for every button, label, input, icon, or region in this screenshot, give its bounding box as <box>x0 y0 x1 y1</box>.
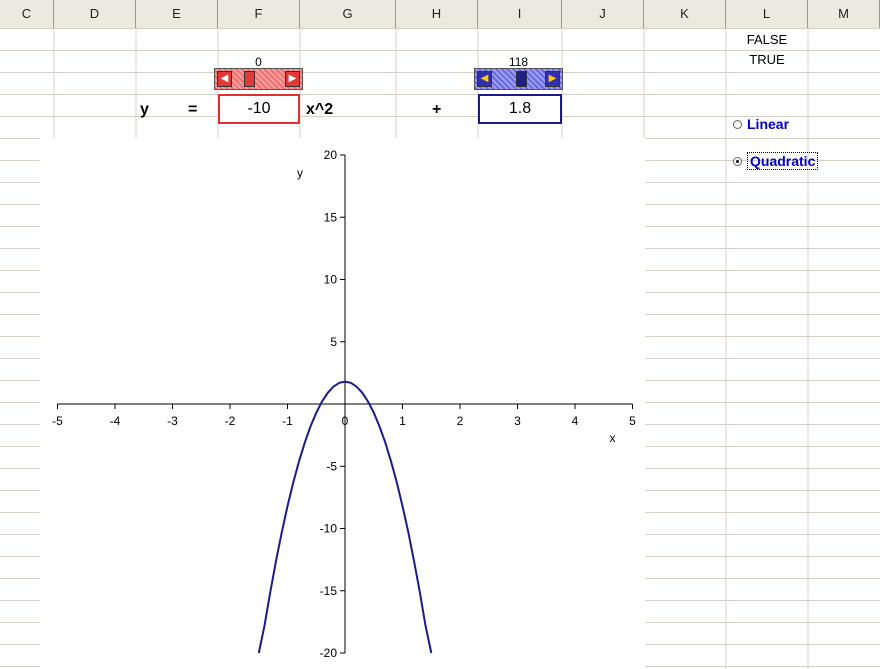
slider-right-arrow-icon[interactable]: ▶ <box>545 71 560 87</box>
slider-thumb[interactable] <box>243 71 255 87</box>
slider-right-arrow-icon[interactable]: ▶ <box>285 71 300 87</box>
slider-thumb[interactable] <box>516 71 528 87</box>
column-header-e[interactable]: E <box>136 0 218 28</box>
x-axis-label: x <box>610 431 616 445</box>
radio-quadratic-label: Quadratic <box>747 152 819 170</box>
y-tick-label: 10 <box>324 273 338 287</box>
slider-left-arrow-icon[interactable]: ◀ <box>217 71 232 87</box>
formula-x-squared: x^2 <box>306 101 334 118</box>
y-tick-label: 20 <box>324 148 338 162</box>
column-header-h[interactable]: H <box>396 0 478 28</box>
coefficient-slider[interactable]: 0 ◀ ▶ <box>214 55 303 90</box>
y-tick-label: -20 <box>320 646 338 660</box>
y-tick-label: 5 <box>330 335 337 349</box>
x-tick-label: -5 <box>52 414 63 428</box>
column-header-g[interactable]: G <box>300 0 396 28</box>
x-tick-label: -1 <box>282 414 293 428</box>
y-tick-label: -5 <box>326 459 337 473</box>
radio-linear[interactable]: Linear <box>733 116 789 132</box>
series-line-0 <box>257 380 433 654</box>
y-tick-label: -15 <box>320 584 338 598</box>
y-axis-label: y <box>297 166 303 180</box>
coefficient-slider-value: 0 <box>255 55 262 69</box>
radio-quadratic[interactable]: Quadratic <box>733 152 819 170</box>
x-tick-label: 0 <box>342 414 349 428</box>
x-tick-label: 5 <box>629 414 636 428</box>
constant-slider-value: 118 <box>508 55 529 69</box>
y-tick-label: -10 <box>320 522 338 536</box>
x-tick-label: -2 <box>225 414 236 428</box>
formula-plus: + <box>432 101 442 118</box>
radio-linear-dot-icon[interactable] <box>733 119 742 129</box>
column-header-l[interactable]: L <box>726 0 808 28</box>
column-header-j[interactable]: J <box>562 0 644 28</box>
column-header-f[interactable]: F <box>218 0 300 28</box>
column-header-i[interactable]: I <box>478 0 562 28</box>
coefficient-input[interactable]: -10 <box>218 94 300 124</box>
x-tick-label: 2 <box>457 414 464 428</box>
formula-y: y <box>140 101 149 118</box>
column-header-c[interactable]: C <box>0 0 54 28</box>
slider-left-arrow-icon[interactable]: ◀ <box>477 71 492 87</box>
radio-linear-label: Linear <box>747 116 790 132</box>
x-tick-label: 4 <box>572 414 579 428</box>
constant-input[interactable]: 1.8 <box>478 94 562 124</box>
cell-l1[interactable]: FALSE <box>746 32 788 47</box>
x-tick-label: 3 <box>514 414 521 428</box>
y-tick-label: 15 <box>324 210 338 224</box>
cell-l2[interactable]: TRUE <box>749 52 785 67</box>
x-tick-label: 1 <box>399 414 406 428</box>
radio-quadratic-dot-icon[interactable] <box>733 156 742 166</box>
x-tick-label: -4 <box>110 414 121 428</box>
column-header-k[interactable]: K <box>644 0 726 28</box>
constant-slider[interactable]: 118 ◀ ▶ <box>474 55 563 90</box>
column-header-d[interactable]: D <box>54 0 136 28</box>
x-tick-label: -3 <box>167 414 178 428</box>
formula-equals: = <box>188 101 198 118</box>
